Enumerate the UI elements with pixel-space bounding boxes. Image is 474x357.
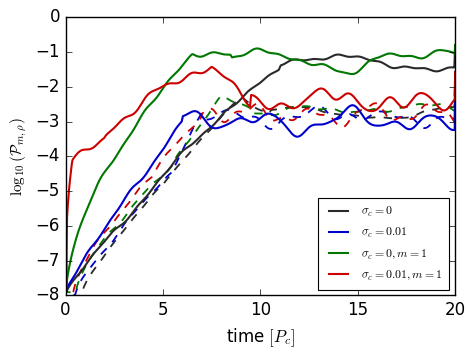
$\sigma_c =0, m=1$ <box>220 52 226 56</box>
$\sigma_c =0, m=1$ <box>452 42 458 47</box>
$\sigma_c =0.01$ <box>235 117 240 121</box>
$\sigma_c =0, m=1$ <box>235 54 240 59</box>
$\sigma_c =0$ <box>452 45 458 50</box>
$\sigma_c =0.01$ <box>220 124 226 128</box>
$\sigma_c =0, m=1$ <box>330 67 336 72</box>
$\sigma_c =0.01, m=1$ <box>452 70 458 74</box>
$\sigma_c =0$ <box>103 238 109 242</box>
$\sigma_c =0, m=1$ <box>374 56 380 60</box>
$\sigma_c =0.01, m=1$ <box>103 134 109 138</box>
$\sigma_c =0$ <box>367 58 373 62</box>
X-axis label: time $[P_c]$: time $[P_c]$ <box>226 326 295 349</box>
$\sigma_c =0.01, m=1$ <box>63 296 69 300</box>
$\sigma_c =0$ <box>63 181 68 185</box>
$\sigma_c =0.01, m=1$ <box>374 107 380 111</box>
$\sigma_c =0$ <box>235 101 240 105</box>
$\sigma_c =0.01, m=1$ <box>221 75 227 79</box>
$\sigma_c =0.01, m=1$ <box>235 86 241 91</box>
$\sigma_c =0.01$ <box>63 288 69 293</box>
$\sigma_c =0, m=1$ <box>63 152 68 156</box>
$\sigma_c =0$ <box>330 54 336 58</box>
$\sigma_c =0.01, m=1$ <box>209 65 215 69</box>
$\sigma_c =0.01, m=1$ <box>63 202 68 206</box>
$\sigma_c =0, m=1$ <box>64 285 69 289</box>
$\sigma_c =0, m=1$ <box>367 59 373 63</box>
$\sigma_c =0.01, m=1$ <box>367 109 373 113</box>
Y-axis label: $\log_{10}(\mathcal{P}_{m,\rho})$: $\log_{10}(\mathcal{P}_{m,\rho})$ <box>9 117 28 196</box>
$\sigma_c =0.01$ <box>330 118 336 122</box>
$\sigma_c =0.01$ <box>452 90 458 95</box>
$\sigma_c =0.01$ <box>367 121 373 126</box>
Line: $\sigma_c =0.01$: $\sigma_c =0.01$ <box>65 92 455 291</box>
$\sigma_c =0.01$ <box>63 198 68 202</box>
$\sigma_c =0.01, m=1$ <box>331 97 337 101</box>
Line: $\sigma_c =0, m=1$: $\sigma_c =0, m=1$ <box>65 45 455 287</box>
Legend: $\sigma_c =0$, $\sigma_c =0.01$, $\sigma_c =0, m=1$, $\sigma_c =0.01, m=1$: $\sigma_c =0$, $\sigma_c =0.01$, $\sigma… <box>318 198 449 290</box>
$\sigma_c =0.01$ <box>103 225 109 229</box>
$\sigma_c =0, m=1$ <box>103 169 109 173</box>
$\sigma_c =0$ <box>374 59 380 63</box>
$\sigma_c =0.01$ <box>374 124 380 128</box>
Line: $\sigma_c =0.01, m=1$: $\sigma_c =0.01, m=1$ <box>65 67 455 298</box>
$\sigma_c =0$ <box>220 111 226 115</box>
Line: $\sigma_c =0$: $\sigma_c =0$ <box>65 47 455 292</box>
$\sigma_c =0$ <box>64 290 69 294</box>
